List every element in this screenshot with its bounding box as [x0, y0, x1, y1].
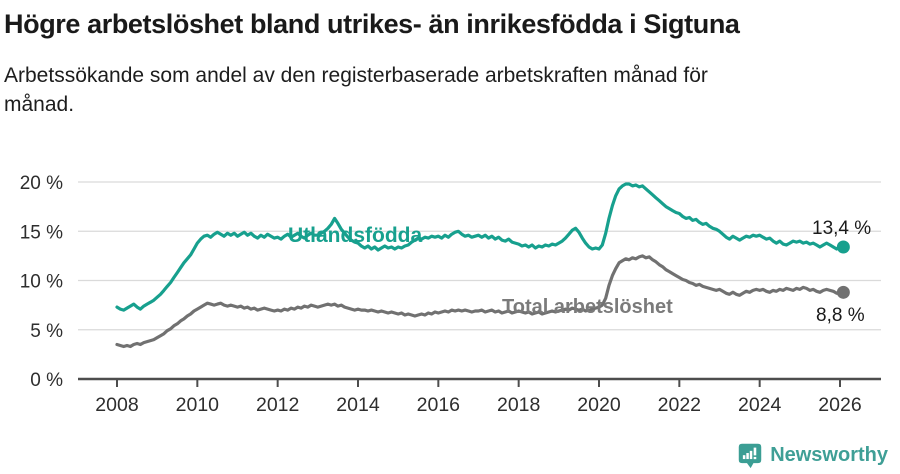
x-axis-label-2024: 2024	[738, 394, 782, 416]
y-axis-label-0: 0 %	[30, 370, 63, 391]
newsworthy-logo-icon	[738, 443, 762, 468]
brand-footer: Newsworthy	[737, 441, 888, 469]
endpoint-dot-utlandsf-dda	[836, 240, 850, 254]
y-axis-label-5: 5 %	[30, 321, 63, 342]
x-axis-label-2012: 2012	[256, 394, 299, 416]
x-axis-label-2016: 2016	[417, 394, 460, 416]
x-axis-label-2026: 2026	[818, 394, 861, 416]
x-axis-label-2020: 2020	[577, 394, 621, 416]
line-chart-canvas: 0 % 5 % 10 % 15 % 20 % 2008 2010 2012 2014 2016 20…	[20, 173, 881, 416]
chart-title: Högre arbetslöshet bland utrikes- än inr…	[4, 9, 740, 39]
x-axis-label-2022: 2022	[658, 394, 701, 416]
exclamation-bar	[753, 447, 757, 455]
x-axis-label-2008: 2008	[95, 394, 138, 416]
series-label-utlandsf-dda: Utlandsfödda	[288, 224, 422, 247]
exclamation-dot	[753, 456, 757, 459]
series-label-total-arbetsl-shet: Total arbetslöshet	[502, 296, 673, 318]
x-axis-label-2014: 2014	[336, 394, 380, 416]
end-value-label-total-arbetsl-shet: 8,8 %	[816, 305, 865, 326]
series-line-total-arbetsl-shet	[115, 254, 845, 349]
x-axis-label-2018: 2018	[497, 394, 540, 416]
chart-subtitle: Arbetssökande som andel av den registerb…	[4, 64, 708, 116]
line-chart-area: 0 % 5 % 10 % 15 % 20 % 2008 2010 2012 2014 2016 20…	[0, 158, 900, 432]
y-axis-label-20: 20 %	[20, 173, 63, 194]
series-line-utlandsf-dda	[115, 182, 845, 312]
y-axis-label-10: 10 %	[20, 272, 63, 293]
bar-2	[746, 452, 749, 459]
bar-1	[743, 454, 746, 459]
end-value-label-utlandsf-dda: 13,4 %	[812, 218, 871, 239]
bar-3	[749, 450, 753, 459]
endpoint-dot-total-arbetsl-shet	[836, 285, 850, 299]
y-axis-label-15: 15 %	[20, 222, 63, 243]
brand-name: Newsworthy	[770, 443, 888, 466]
x-axis-label-2010: 2010	[176, 394, 220, 416]
